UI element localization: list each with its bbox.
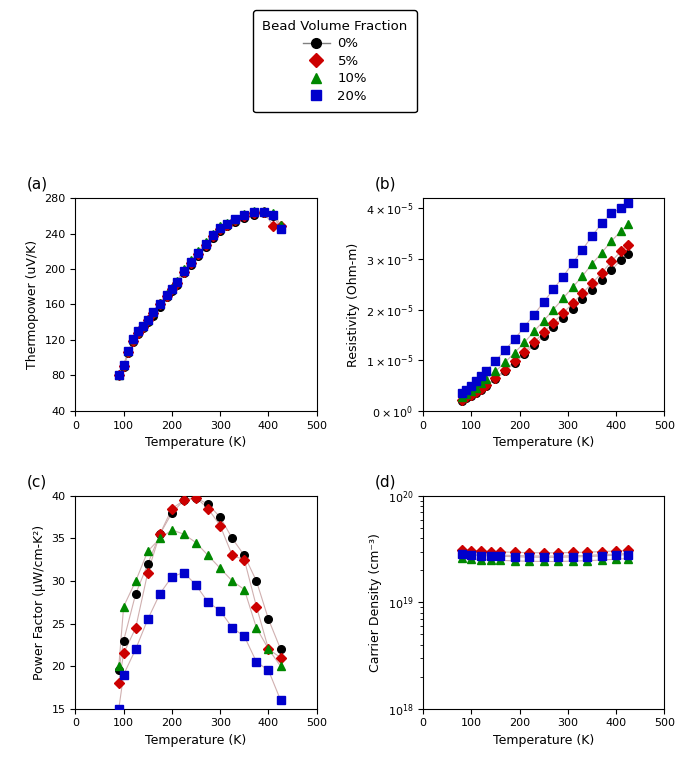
- Text: (c): (c): [27, 475, 47, 489]
- X-axis label: Temperature (K): Temperature (K): [493, 734, 595, 747]
- X-axis label: Temperature (K): Temperature (K): [493, 436, 595, 449]
- Y-axis label: Thermopower (uV/K): Thermopower (uV/K): [26, 240, 39, 369]
- Text: (d): (d): [375, 475, 396, 489]
- Text: (a): (a): [27, 177, 48, 192]
- X-axis label: Temperature (K): Temperature (K): [145, 734, 247, 747]
- Y-axis label: Resistivity (Ohm-m): Resistivity (Ohm-m): [347, 242, 360, 367]
- Y-axis label: Carrier Density (cm⁻³): Carrier Density (cm⁻³): [369, 533, 382, 672]
- Y-axis label: Power Factor (μW/cm-K²): Power Factor (μW/cm-K²): [33, 525, 46, 680]
- Legend: 0%, 5%, 10%, 20%: 0%, 5%, 10%, 20%: [253, 11, 417, 112]
- Text: (b): (b): [375, 177, 396, 192]
- X-axis label: Temperature (K): Temperature (K): [145, 436, 247, 449]
